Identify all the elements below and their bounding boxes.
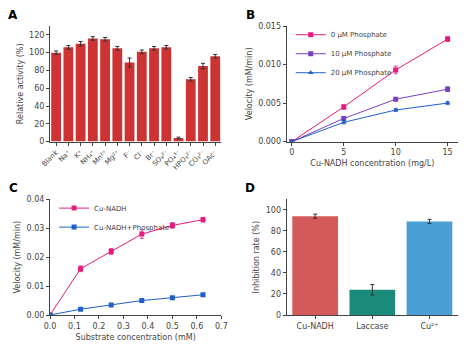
svg-text:0.2: 0.2 (93, 322, 106, 331)
svg-text:0.005: 0.005 (258, 99, 281, 108)
svg-text:Na⁺: Na⁺ (57, 149, 72, 164)
svg-text:40: 40 (34, 102, 44, 111)
svg-text:0.02: 0.02 (27, 253, 45, 262)
svg-text:Cu-NADH: Cu-NADH (297, 322, 334, 331)
svg-text:Blank: Blank (41, 148, 61, 168)
svg-text:0.015: 0.015 (258, 22, 281, 31)
svg-text:100: 100 (29, 48, 44, 57)
svg-text:B: B (246, 8, 255, 22)
svg-text:Substrate concentration (mM): Substrate concentration (mM) (76, 333, 196, 342)
svg-text:5: 5 (341, 148, 346, 157)
svg-text:Velocity (mM/min): Velocity (mM/min) (245, 47, 254, 120)
svg-text:0.01: 0.01 (27, 282, 45, 291)
svg-text:20: 20 (271, 290, 281, 299)
svg-text:Mg²⁺: Mg²⁺ (104, 149, 122, 167)
svg-text:40: 40 (271, 269, 281, 278)
svg-text:Cl⁻: Cl⁻ (133, 149, 146, 162)
svg-text:60: 60 (34, 84, 44, 93)
svg-text:0.0: 0.0 (44, 322, 57, 331)
svg-text:80: 80 (271, 227, 281, 236)
svg-text:F⁻: F⁻ (122, 149, 133, 160)
svg-text:Mn²⁺: Mn²⁺ (91, 149, 109, 167)
svg-text:120: 120 (29, 31, 44, 40)
svg-text:0.000: 0.000 (258, 137, 281, 146)
svg-text:0.6: 0.6 (191, 322, 204, 331)
svg-text:Cu²⁺: Cu²⁺ (420, 322, 438, 331)
svg-text:0.03: 0.03 (27, 224, 45, 233)
svg-text:A: A (8, 8, 18, 22)
svg-text:HPO₃²⁻: HPO₃²⁻ (172, 149, 195, 172)
svg-text:Cu-NADH concentration (mg/L): Cu-NADH concentration (mg/L) (310, 159, 434, 168)
svg-text:0.010: 0.010 (258, 60, 281, 69)
svg-text:0: 0 (39, 137, 44, 146)
svg-text:60: 60 (271, 248, 281, 257)
svg-text:100: 100 (266, 206, 281, 215)
svg-text:SO₄²⁻: SO₄²⁻ (151, 149, 170, 168)
svg-text:0: 0 (289, 148, 294, 157)
svg-text:OAc⁻: OAc⁻ (201, 149, 219, 167)
svg-text:80: 80 (34, 66, 44, 75)
svg-text:20: 20 (34, 120, 44, 129)
svg-text:Cu-NADH: Cu-NADH (94, 205, 127, 213)
svg-text:0.3: 0.3 (117, 322, 130, 331)
svg-text:CO₃²⁻: CO₃²⁻ (187, 149, 207, 169)
svg-text:PO₄³⁻: PO₄³⁻ (163, 149, 182, 168)
svg-text:Cu-NADH+Phosphate: Cu-NADH+Phosphate (94, 224, 169, 232)
svg-text:0.4: 0.4 (142, 322, 155, 331)
svg-text:Br⁻: Br⁻ (144, 149, 158, 163)
svg-text:0.00: 0.00 (27, 311, 45, 320)
svg-text:0.5: 0.5 (166, 322, 179, 331)
svg-text:Inhibition rate (%): Inhibition rate (%) (252, 221, 261, 294)
svg-text:Laccase: Laccase (356, 322, 388, 331)
svg-text:10 μM Phosphate: 10 μM Phosphate (331, 50, 392, 58)
svg-text:D: D (245, 181, 255, 195)
svg-text:Relative activity (%): Relative activity (%) (16, 43, 25, 124)
svg-text:NH₄⁺: NH₄⁺ (79, 149, 97, 167)
svg-text:0.1: 0.1 (68, 322, 81, 331)
svg-text:20 μM Phosphate: 20 μM Phosphate (331, 69, 392, 77)
svg-text:0 μM Phosphate: 0 μM Phosphate (331, 31, 387, 39)
svg-text:10: 10 (391, 148, 401, 157)
svg-text:K⁺: K⁺ (73, 149, 85, 161)
svg-text:0.04: 0.04 (27, 195, 45, 204)
svg-text:0.7: 0.7 (215, 322, 228, 331)
svg-text:Velocity (mM/min): Velocity (mM/min) (13, 221, 22, 294)
svg-text:0: 0 (276, 311, 281, 320)
svg-text:C: C (9, 181, 18, 195)
svg-text:15: 15 (443, 148, 453, 157)
